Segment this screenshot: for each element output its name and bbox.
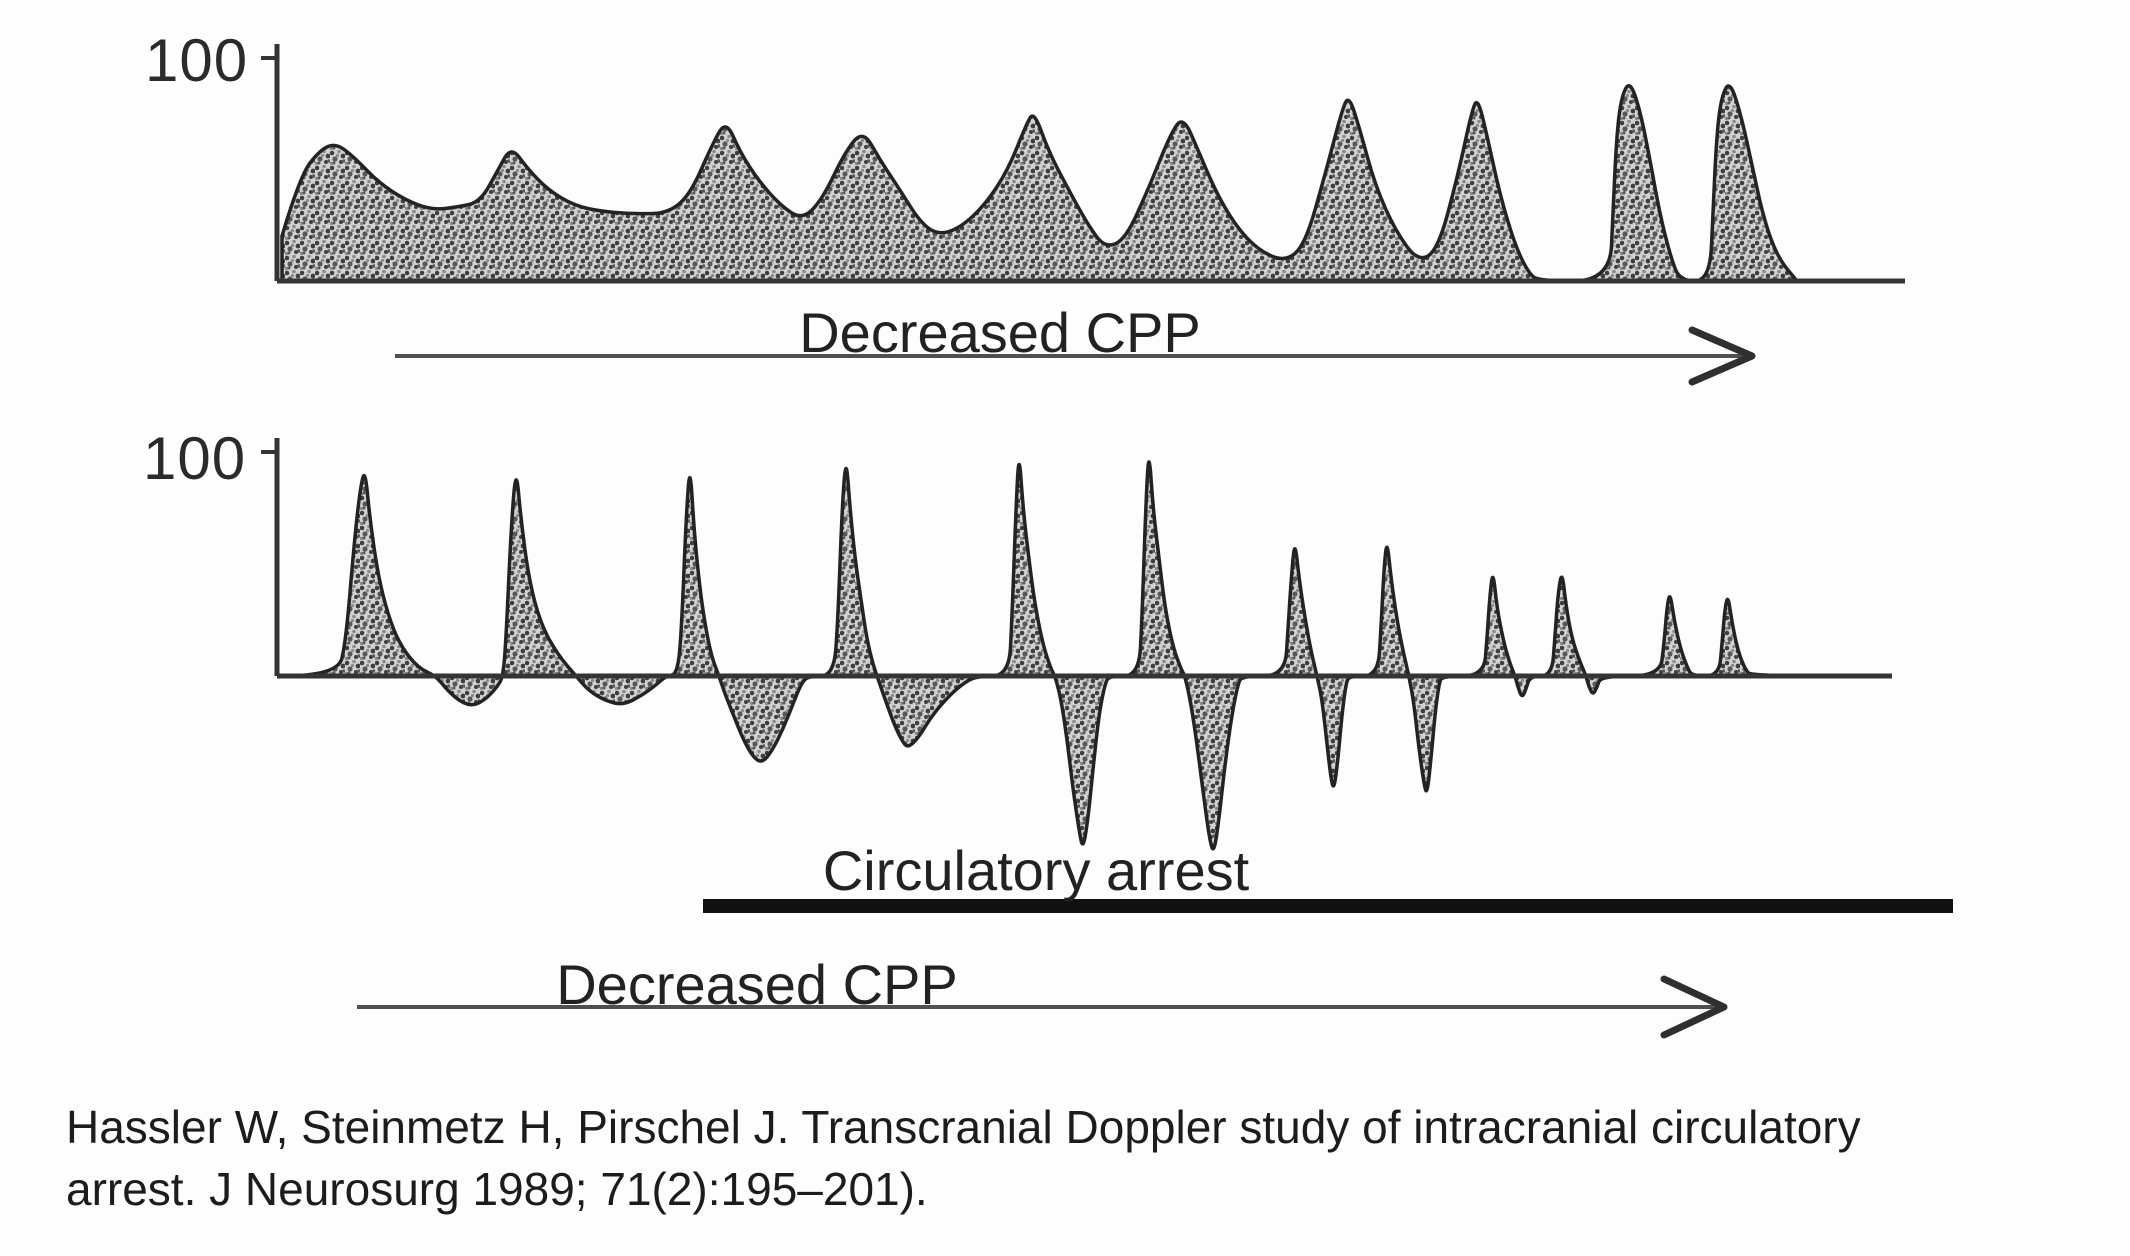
bottom-panel-decreased-cpp-label: Decreased CPP bbox=[556, 953, 958, 1016]
bottom-waveform bbox=[280, 460, 1892, 851]
top-decreased-cpp-arrow-head bbox=[1688, 326, 1756, 386]
top-panel-decreased-cpp-label: Decreased CPP bbox=[799, 301, 1201, 364]
top-panel-y-axis-label-100: 100 bbox=[145, 27, 249, 94]
bottom-decreased-cpp-arrow-head bbox=[1660, 975, 1728, 1039]
bottom-panel-y-axis-label-100: 100 bbox=[143, 425, 247, 492]
circulatory-arrest-label: Circulatory arrest bbox=[822, 839, 1250, 902]
top-waveform bbox=[280, 84, 1799, 283]
citation-line-1: Hassler W, Steinmetz H, Pirschel J. Tran… bbox=[66, 1101, 1861, 1153]
citation-line-2: arrest. J Neurosurg 1989; 71(2):195–201)… bbox=[66, 1163, 928, 1215]
citation-text: Hassler W, Steinmetz H, Pirschel J. Tran… bbox=[66, 1096, 2066, 1220]
circulatory-arrest-bar bbox=[703, 899, 1953, 913]
